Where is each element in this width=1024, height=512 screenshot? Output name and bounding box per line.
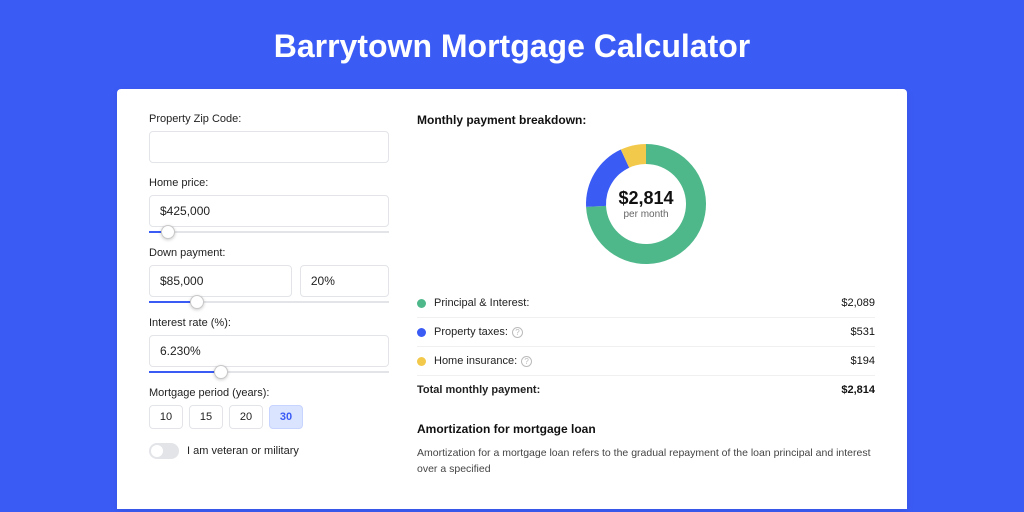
rate-input[interactable] xyxy=(149,335,389,367)
legend-value: $2,089 xyxy=(841,297,875,309)
period-button-20[interactable]: 20 xyxy=(229,405,263,429)
legend-total-label: Total monthly payment: xyxy=(417,384,841,396)
down-pct-input[interactable] xyxy=(300,265,389,297)
period-button-10[interactable]: 10 xyxy=(149,405,183,429)
down-slider[interactable] xyxy=(149,301,389,303)
period-button-15[interactable]: 15 xyxy=(189,405,223,429)
rate-slider-thumb[interactable] xyxy=(214,365,228,379)
info-icon[interactable]: ? xyxy=(521,356,532,367)
donut-center-sub: per month xyxy=(623,209,668,220)
legend-row: Property taxes:?$531 xyxy=(417,318,875,347)
legend-dot xyxy=(417,299,426,308)
rate-slider-fill xyxy=(149,371,221,373)
info-icon[interactable]: ? xyxy=(512,327,523,338)
field-mortgage-period: Mortgage period (years): 10152030 xyxy=(149,387,389,429)
page-title: Barrytown Mortgage Calculator xyxy=(0,0,1024,89)
donut-center: $2,814 per month xyxy=(581,139,711,269)
price-label: Home price: xyxy=(149,177,389,189)
donut-chart: $2,814 per month xyxy=(581,139,711,269)
donut-center-amount: $2,814 xyxy=(618,188,673,209)
veteran-row: I am veteran or military xyxy=(149,443,389,459)
legend-row: Home insurance:?$194 xyxy=(417,347,875,376)
veteran-label: I am veteran or military xyxy=(187,445,299,457)
legend-total-row: Total monthly payment: $2,814 xyxy=(417,376,875,404)
legend-total-value: $2,814 xyxy=(841,384,875,396)
price-slider-thumb[interactable] xyxy=(161,225,175,239)
calculator-card: Property Zip Code: Home price: Down paym… xyxy=(117,89,907,509)
legend-rows: Principal & Interest:$2,089Property taxe… xyxy=(417,289,875,376)
breakdown-column: Monthly payment breakdown: $2,814 per mo… xyxy=(417,113,875,509)
field-interest-rate: Interest rate (%): xyxy=(149,317,389,373)
legend-label: Property taxes:? xyxy=(434,326,851,338)
field-down-payment: Down payment: xyxy=(149,247,389,303)
legend-value: $531 xyxy=(851,326,875,338)
form-column: Property Zip Code: Home price: Down paym… xyxy=(149,113,389,509)
legend-dot xyxy=(417,357,426,366)
down-label: Down payment: xyxy=(149,247,389,259)
legend-label: Principal & Interest: xyxy=(434,297,841,309)
zip-input[interactable] xyxy=(149,131,389,163)
field-home-price: Home price: xyxy=(149,177,389,233)
legend-row: Principal & Interest:$2,089 xyxy=(417,289,875,318)
period-button-30[interactable]: 30 xyxy=(269,405,303,429)
amortization-text: Amortization for a mortgage loan refers … xyxy=(417,446,875,478)
veteran-toggle[interactable] xyxy=(149,443,179,459)
legend-dot xyxy=(417,328,426,337)
price-input[interactable] xyxy=(149,195,389,227)
period-button-group: 10152030 xyxy=(149,405,389,429)
period-label: Mortgage period (years): xyxy=(149,387,389,399)
rate-label: Interest rate (%): xyxy=(149,317,389,329)
price-slider[interactable] xyxy=(149,231,389,233)
field-zip: Property Zip Code: xyxy=(149,113,389,163)
veteran-toggle-knob xyxy=(151,445,163,457)
donut-chart-wrap: $2,814 per month xyxy=(417,139,875,269)
amortization-section: Amortization for mortgage loan Amortizat… xyxy=(417,422,875,478)
down-amount-input[interactable] xyxy=(149,265,292,297)
amortization-title: Amortization for mortgage loan xyxy=(417,422,875,436)
legend-label: Home insurance:? xyxy=(434,355,851,367)
rate-slider[interactable] xyxy=(149,371,389,373)
legend-value: $194 xyxy=(851,355,875,367)
zip-label: Property Zip Code: xyxy=(149,113,389,125)
breakdown-title: Monthly payment breakdown: xyxy=(417,113,875,127)
down-slider-thumb[interactable] xyxy=(190,295,204,309)
